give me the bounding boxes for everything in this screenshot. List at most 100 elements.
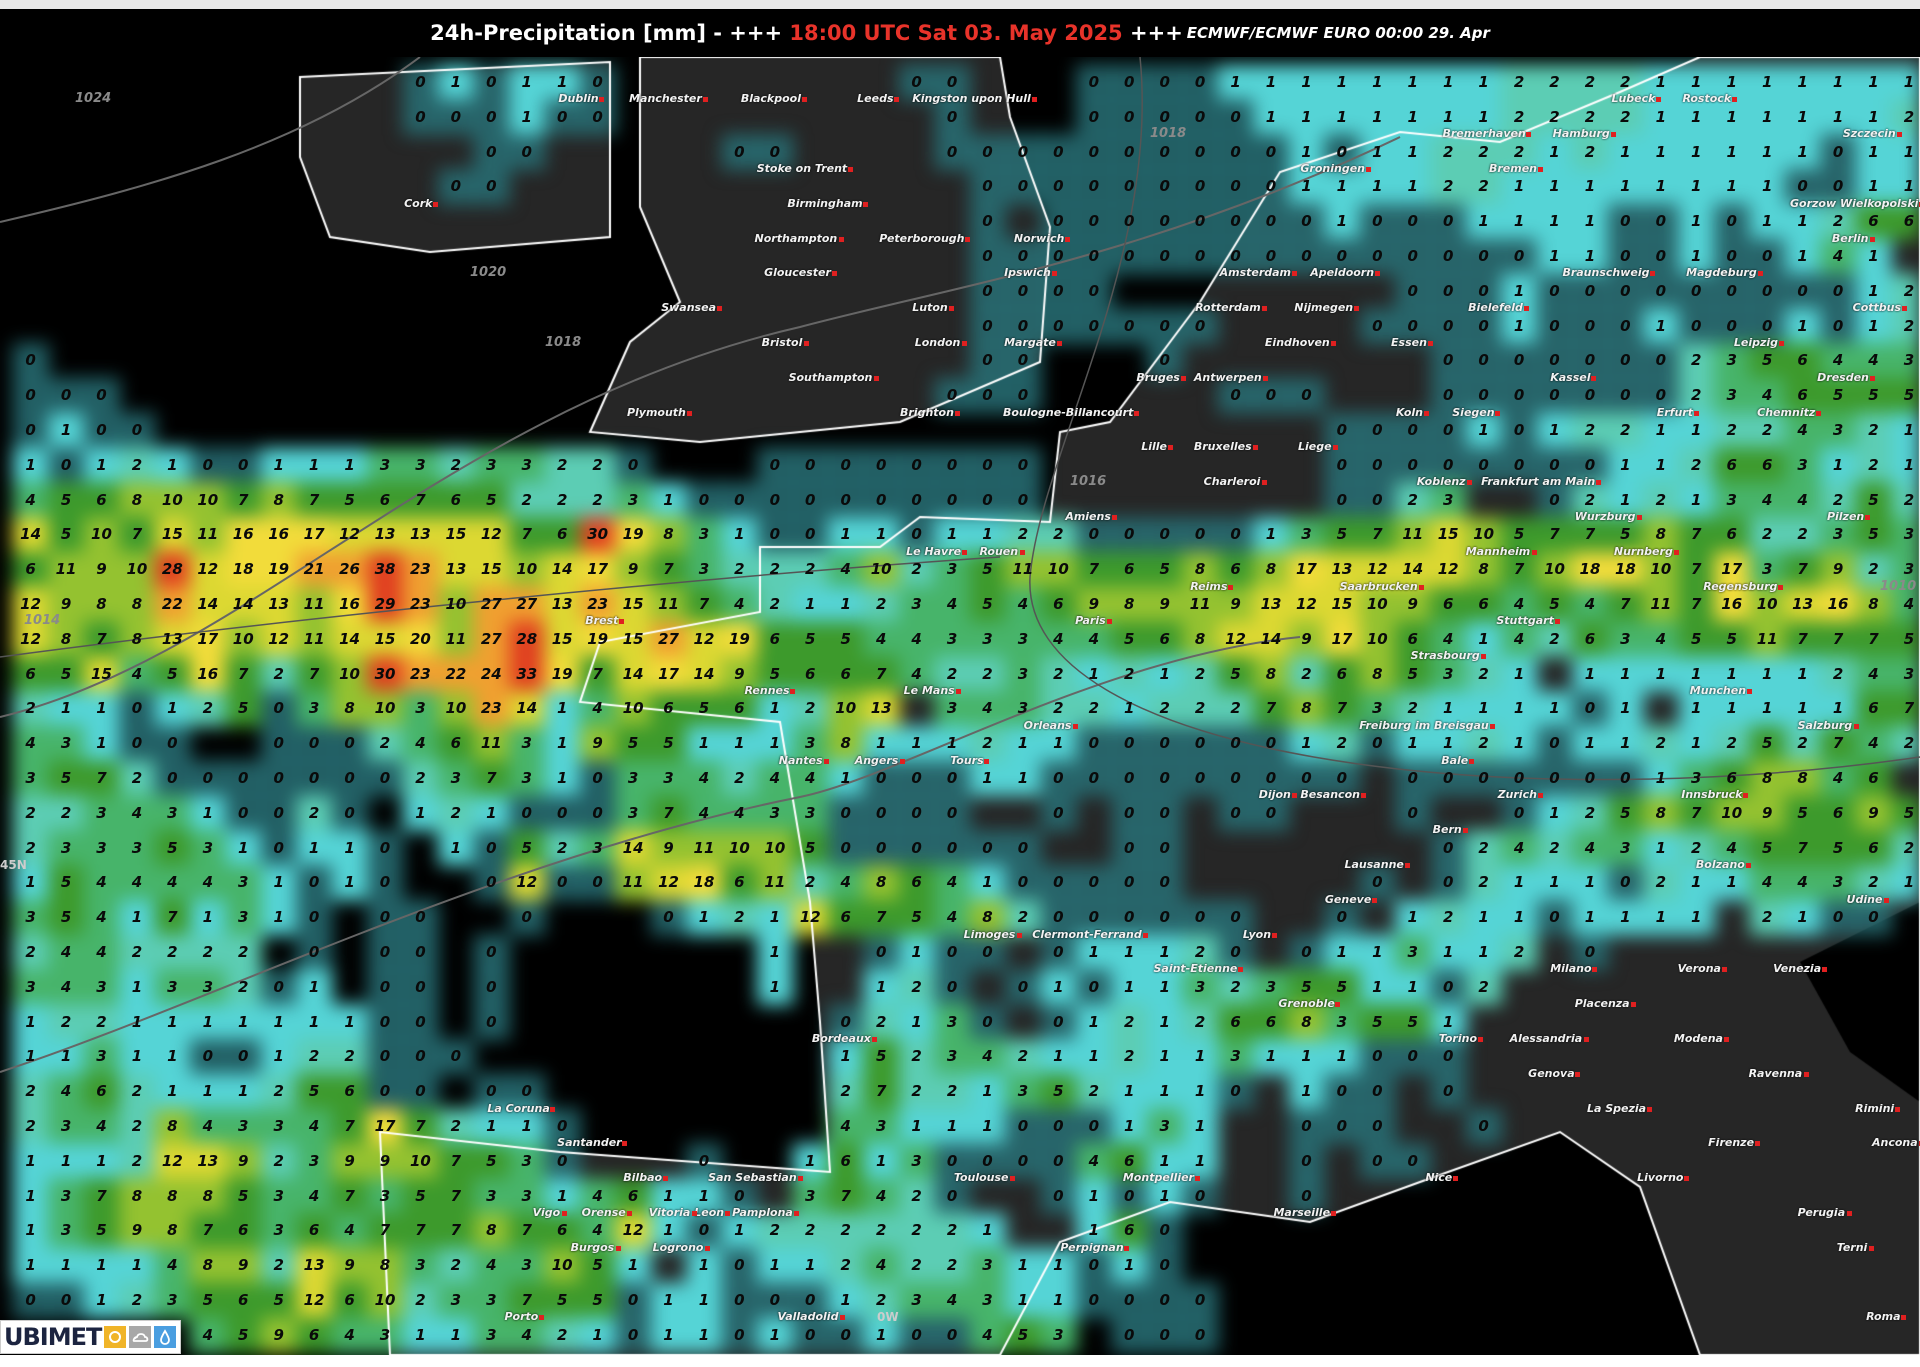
precip-value: 3 bbox=[61, 735, 71, 751]
precip-value: 6 bbox=[1868, 840, 1878, 856]
precip-value: 10 bbox=[91, 526, 112, 542]
precip-value: 1 bbox=[309, 979, 319, 995]
precip-value: 2 bbox=[1620, 74, 1630, 90]
precip-value: 3 bbox=[699, 526, 709, 542]
precip-value: 4 bbox=[1053, 631, 1063, 647]
precip-value: 7 bbox=[309, 666, 319, 682]
precip-value: 0 bbox=[1443, 213, 1453, 229]
precip-value: 1 bbox=[699, 735, 709, 751]
precip-value: 0 bbox=[1656, 248, 1666, 264]
precip-value: 10 bbox=[729, 840, 750, 856]
precip-value: 12 bbox=[1438, 561, 1459, 577]
precip-value: 3 bbox=[522, 770, 532, 786]
precip-value: 2 bbox=[273, 666, 283, 682]
precip-value: 3 bbox=[1159, 1118, 1169, 1134]
precip-value: 0 bbox=[1018, 144, 1028, 160]
city-label: Bolzano bbox=[1696, 859, 1745, 871]
city-marker bbox=[1252, 445, 1258, 451]
city-marker bbox=[838, 236, 844, 242]
city-marker bbox=[1291, 793, 1297, 799]
city-label: Perugia bbox=[1798, 1207, 1846, 1219]
city-marker bbox=[798, 1176, 804, 1182]
precip-value: 0 bbox=[1124, 178, 1134, 194]
precip-value: 0 bbox=[1266, 805, 1276, 821]
precip-value: 3 bbox=[96, 1048, 106, 1064]
precip-value: 1 bbox=[1478, 631, 1488, 647]
precip-value: 3 bbox=[1018, 1083, 1028, 1099]
precip-value: 2 bbox=[1053, 526, 1063, 542]
precip-value: 0 bbox=[415, 944, 425, 960]
precip-value: 1 bbox=[1372, 944, 1382, 960]
precip-value: 4 bbox=[1762, 387, 1772, 403]
precip-value: 27 bbox=[481, 596, 502, 612]
city-label: Valladolid bbox=[778, 1311, 839, 1323]
precip-value: 17 bbox=[658, 666, 679, 682]
precip-value: 1 bbox=[1089, 1188, 1099, 1204]
precip-value: 14 bbox=[552, 561, 573, 577]
precip-value: 3 bbox=[273, 1188, 283, 1204]
precip-value: 1 bbox=[1408, 178, 1418, 194]
precip-value: 2 bbox=[1018, 526, 1028, 542]
precip-value: 1 bbox=[273, 1048, 283, 1064]
precip-value: 1 bbox=[25, 457, 35, 473]
precip-value: 1 bbox=[734, 735, 744, 751]
precip-value: 2 bbox=[734, 909, 744, 925]
precip-value: 3 bbox=[770, 805, 780, 821]
city-marker bbox=[1895, 1106, 1901, 1112]
precip-value: 23 bbox=[481, 700, 502, 716]
precip-value: 2 bbox=[1904, 735, 1914, 751]
precip-value: 2 bbox=[1585, 805, 1595, 821]
precip-value: 0 bbox=[734, 144, 744, 160]
precip-value: 0 bbox=[1053, 770, 1063, 786]
precip-value: 6 bbox=[1266, 1014, 1276, 1030]
precip-value: 5 bbox=[238, 1188, 248, 1204]
precip-value: 3 bbox=[380, 1188, 390, 1204]
precip-value: 5 bbox=[167, 666, 177, 682]
precip-value: 2 bbox=[1691, 457, 1701, 473]
precip-value: 4 bbox=[1585, 840, 1595, 856]
precip-value: 5 bbox=[1727, 631, 1737, 647]
city-marker bbox=[1477, 1037, 1483, 1042]
city-label: Szczecin bbox=[1843, 128, 1896, 140]
precip-value: 0 bbox=[1159, 1292, 1169, 1308]
city-marker bbox=[1480, 654, 1486, 660]
precip-value: 0 bbox=[1124, 109, 1134, 125]
city-marker bbox=[1526, 132, 1532, 138]
precip-value: 0 bbox=[1443, 979, 1453, 995]
bottom-border bbox=[0, 1355, 1920, 1367]
city-label: Plymouth bbox=[627, 406, 686, 419]
precip-value: 14 bbox=[694, 666, 715, 682]
precip-value: 0 bbox=[734, 1292, 744, 1308]
precip-value: 0 bbox=[273, 840, 283, 856]
city-label: Bruges bbox=[1136, 371, 1180, 384]
precip-value: 1 bbox=[344, 840, 354, 856]
precip-value: 2 bbox=[1549, 631, 1559, 647]
precip-value: 0 bbox=[1443, 387, 1453, 403]
city-marker bbox=[1743, 793, 1749, 799]
precip-value: 2 bbox=[309, 1048, 319, 1064]
precip-value: 17 bbox=[304, 526, 325, 542]
precip-value: 0 bbox=[911, 492, 921, 508]
city-label: Apeldoorn bbox=[1310, 267, 1374, 279]
precip-value: 3 bbox=[699, 561, 709, 577]
precip-value: 11 bbox=[694, 840, 715, 856]
precip-value: 2 bbox=[1478, 979, 1488, 995]
precip-value: 1 bbox=[1868, 109, 1878, 125]
precip-value: 0 bbox=[1797, 283, 1807, 299]
precip-value: 0 bbox=[1337, 422, 1347, 438]
precip-value: 0 bbox=[1053, 1118, 1063, 1134]
city-label: Verona bbox=[1678, 963, 1721, 975]
precip-value: 3 bbox=[947, 561, 957, 577]
precip-value: 6 bbox=[557, 526, 567, 542]
precip-value: 2 bbox=[911, 1222, 921, 1238]
precip-value: 8 bbox=[1656, 805, 1666, 821]
precip-value: 5 bbox=[1408, 666, 1418, 682]
precip-value: 2 bbox=[1337, 735, 1347, 751]
precip-value: 0 bbox=[947, 457, 957, 473]
precip-value: 1 bbox=[1620, 735, 1630, 751]
precip-value: 6 bbox=[557, 1222, 567, 1238]
precip-value: 1 bbox=[734, 1222, 744, 1238]
precip-value: 0 bbox=[1833, 144, 1843, 160]
precip-value: 0 bbox=[1408, 422, 1418, 438]
